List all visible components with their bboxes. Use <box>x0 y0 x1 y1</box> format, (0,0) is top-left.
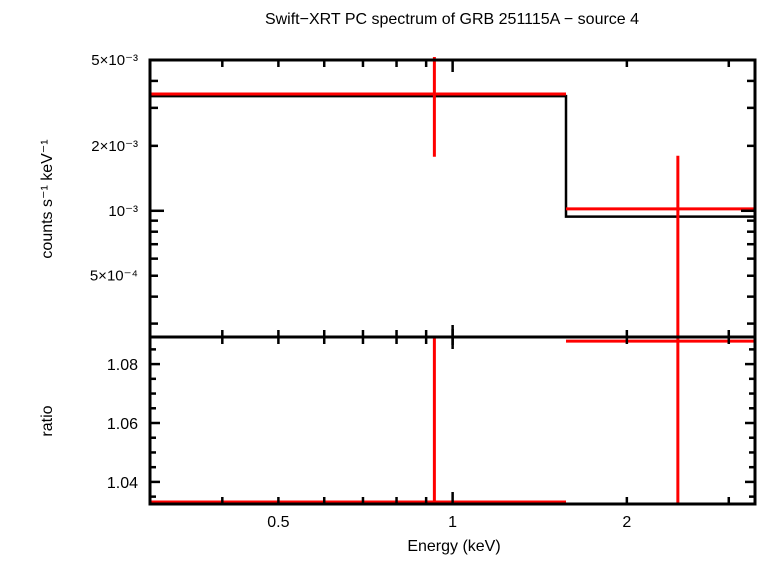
y-tick-label: 1.04 <box>107 475 138 492</box>
y-tick-label: 1.06 <box>107 416 138 433</box>
y-tick-label: 5×10⁻³ <box>91 52 138 69</box>
x-tick-label: 2 <box>622 514 631 531</box>
chart-title: Swift−XRT PC spectrum of GRB 251115A − s… <box>265 11 639 28</box>
top-y-axis-label: counts s⁻¹ keV⁻¹ <box>39 139 56 258</box>
x-tick-label: 0.5 <box>267 514 289 531</box>
y-tick-label: 10⁻³ <box>108 203 138 220</box>
top-panel-frame <box>148 58 757 339</box>
y-tick-label: 2×10⁻³ <box>91 138 138 155</box>
y-tick-label: 5×10⁻⁴ <box>90 268 138 285</box>
x-tick-label: 1 <box>448 514 457 531</box>
bottom-panel-frame <box>148 335 757 506</box>
x-axis-label: Energy (keV) <box>407 538 500 555</box>
model-step-line <box>150 94 755 218</box>
y-tick-label: 1.08 <box>107 357 138 374</box>
bottom-y-axis-label: ratio <box>39 405 56 436</box>
